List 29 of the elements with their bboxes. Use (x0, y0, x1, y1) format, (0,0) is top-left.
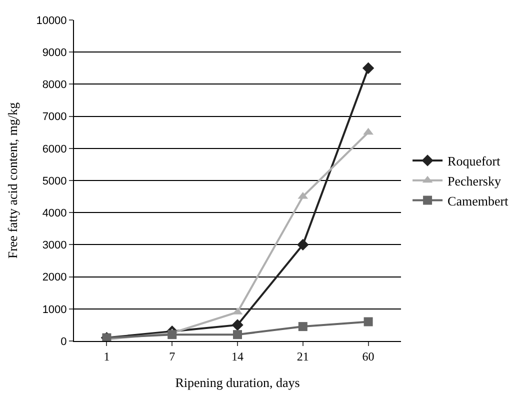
x-axis-title: Ripening duration, days (175, 375, 300, 390)
point (362, 62, 374, 74)
point (168, 330, 177, 340)
x-tick-label: 21 (296, 349, 309, 364)
x-tick-label: 60 (362, 349, 374, 364)
y-axis-title: Free fatty acid content, mg/kg (5, 102, 20, 259)
legend-label: Pechersky (448, 173, 502, 188)
y-tick-label: 9000 (42, 46, 67, 59)
y-tick-label: 0 (60, 336, 67, 348)
x-tick-label: 7 (169, 349, 176, 364)
legend-label: Roquefort (448, 154, 501, 169)
point (363, 128, 374, 135)
point (232, 319, 244, 331)
y-tick-label: 8000 (42, 79, 67, 92)
y-tick-label: 3000 (42, 240, 67, 252)
x-tick-label: 1 (104, 349, 110, 364)
point (298, 322, 308, 332)
y-tick-label: 2000 (42, 272, 67, 284)
point (297, 238, 309, 251)
point (233, 330, 242, 340)
y-tick-label: 5000 (42, 175, 67, 188)
y-tick-label: 7000 (42, 111, 67, 124)
y-tick-label: 4000 (42, 207, 67, 220)
y-tick-label: 10000 (36, 14, 67, 27)
y-tick-label: 6000 (42, 143, 67, 156)
x-tick-label: 14 (232, 349, 244, 364)
y-tick-label: 1000 (42, 304, 67, 316)
legend-label: Camembert (448, 193, 509, 208)
point (364, 317, 373, 326)
